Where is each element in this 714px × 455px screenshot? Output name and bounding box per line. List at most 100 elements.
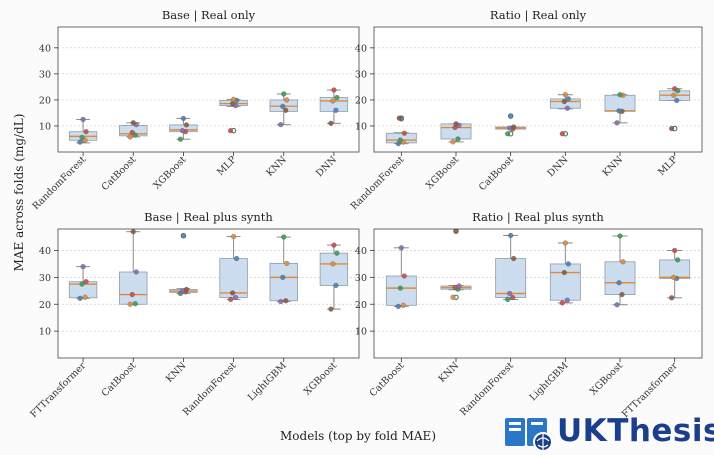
x-tick-label: DNN: [314, 154, 339, 179]
y-tick-label: 10: [39, 327, 51, 338]
y-tick-label: 20: [355, 95, 367, 106]
y-tick-label: 40: [39, 43, 51, 54]
box-CatBoost: [119, 120, 148, 140]
x-axis-label: Models (top by fold MAE): [280, 429, 436, 443]
box-body: [549, 263, 581, 301]
plot-frame: [57, 228, 360, 359]
panel-1: 10 20 30 40 Base | Real only RandomForest CatB…: [30, 8, 360, 212]
box-KNN: [604, 92, 636, 126]
book-globe-icon: [505, 418, 553, 452]
data-point: [129, 292, 135, 298]
data-point: [334, 95, 340, 101]
watermark: UKThesis: [503, 410, 714, 452]
data-point: [77, 139, 83, 145]
y-axis-label: MAE across folds (mg/dL): [12, 114, 26, 272]
data-point: [617, 233, 623, 239]
x-tick-label: CatBoost: [100, 154, 139, 193]
data-point: [450, 139, 456, 145]
box-body: [269, 262, 298, 302]
x-tick-label: XGBoost: [302, 360, 339, 397]
data-point: [669, 126, 675, 132]
data-point: [401, 273, 407, 279]
data-point: [507, 290, 513, 297]
data-point: [230, 290, 236, 296]
data-point: [397, 137, 403, 143]
data-point: [456, 283, 462, 289]
data-point: [127, 134, 133, 140]
data-point: [508, 232, 514, 239]
data-point: [561, 269, 567, 276]
x-tick-label: DNN: [546, 154, 571, 179]
x-tick-label: KNN: [601, 154, 626, 179]
data-point: [614, 302, 620, 308]
data-point: [396, 115, 402, 121]
box-body: [495, 258, 527, 298]
panel-3: 10 20 30 40 Base | Real plus synth FTTransfor…: [28, 210, 360, 420]
x-tick-label: KNN: [164, 360, 189, 385]
data-point: [132, 301, 138, 307]
data-point: [564, 105, 570, 111]
data-point: [79, 134, 85, 140]
data-point: [278, 299, 284, 305]
data-point: [228, 296, 234, 302]
box-XGBoost: [169, 115, 198, 142]
data-point: [328, 120, 334, 126]
data-point: [278, 122, 284, 128]
data-point: [565, 261, 571, 267]
plot-area: [374, 27, 702, 152]
y-tick-label: 30: [39, 273, 51, 284]
plot-area: [58, 229, 359, 358]
panel-4: 10 20 30 40 Ratio | Real plus synth CatBoost K…: [355, 210, 703, 420]
y-tick-label: 20: [355, 300, 367, 311]
data-point: [79, 281, 85, 287]
data-point: [508, 113, 514, 119]
x-tick-label: RandomForest: [349, 154, 407, 212]
y-tick-label: 30: [355, 69, 367, 80]
data-point: [130, 229, 136, 235]
y-tick-label: 30: [355, 273, 367, 284]
box-LightGBM: [549, 240, 581, 306]
data-point: [179, 128, 185, 134]
data-point: [328, 306, 334, 312]
box-KNN: [269, 91, 298, 128]
data-point: [453, 228, 459, 234]
data-point: [455, 136, 461, 142]
box-KNN: [440, 228, 472, 300]
data-point: [565, 96, 571, 102]
data-point: [334, 250, 340, 256]
data-point: [331, 242, 337, 248]
data-point: [280, 274, 286, 280]
data-point: [183, 286, 189, 293]
data-point: [183, 122, 189, 128]
plot-area: [58, 27, 359, 152]
data-point: [283, 107, 289, 113]
data-point: [619, 292, 625, 298]
box-XGBoost: [319, 242, 349, 312]
y-tick-label: 40: [355, 43, 367, 54]
data-point: [562, 92, 568, 98]
box-body: [604, 261, 636, 295]
data-point: [505, 131, 511, 137]
data-point: [331, 87, 337, 93]
data-point: [398, 245, 404, 251]
x-tick-label: MLP: [656, 154, 680, 178]
plot-frame: [373, 26, 703, 153]
box-body: [319, 252, 349, 286]
data-point: [133, 269, 139, 275]
x-tick-label: CatBoost: [100, 360, 139, 399]
data-point: [614, 120, 620, 126]
box-MLP: [659, 86, 691, 132]
box-body: [119, 271, 148, 305]
x-tick-label: XGBoost: [424, 154, 461, 191]
data-point: [77, 295, 83, 301]
data-point: [511, 256, 517, 262]
data-point: [233, 294, 239, 301]
data-point: [333, 107, 339, 113]
box-RandomForest: [219, 233, 248, 302]
watermark-text: UKThesis: [557, 413, 714, 449]
box-body: [385, 275, 417, 306]
x-tick-label: XGBoost: [588, 360, 625, 397]
data-point: [395, 303, 401, 309]
data-point: [83, 129, 89, 135]
data-point: [397, 285, 403, 291]
